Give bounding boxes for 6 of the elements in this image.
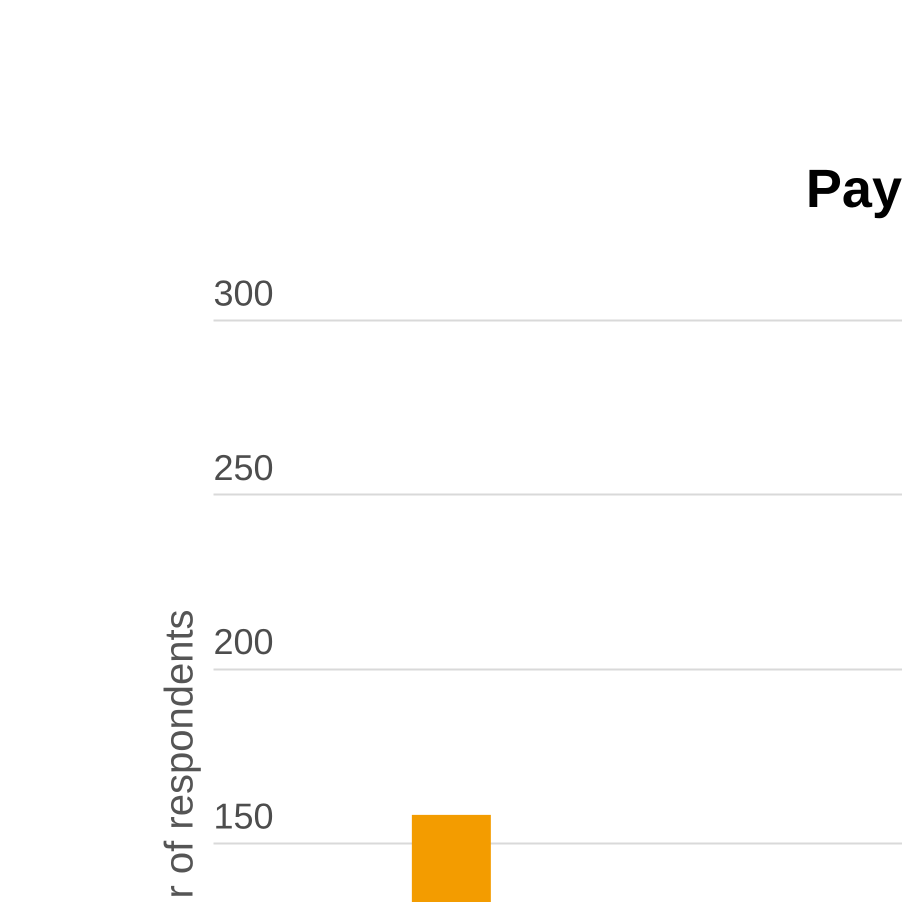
y-tick-label: 200 [214, 621, 274, 662]
y-tick-label: 150 [214, 795, 274, 836]
y-tick-label: 250 [214, 446, 274, 488]
chart-title: Pay [806, 159, 902, 219]
y-tick-label: 300 [214, 272, 274, 314]
y-axis-title: r of respondents [158, 609, 202, 898]
